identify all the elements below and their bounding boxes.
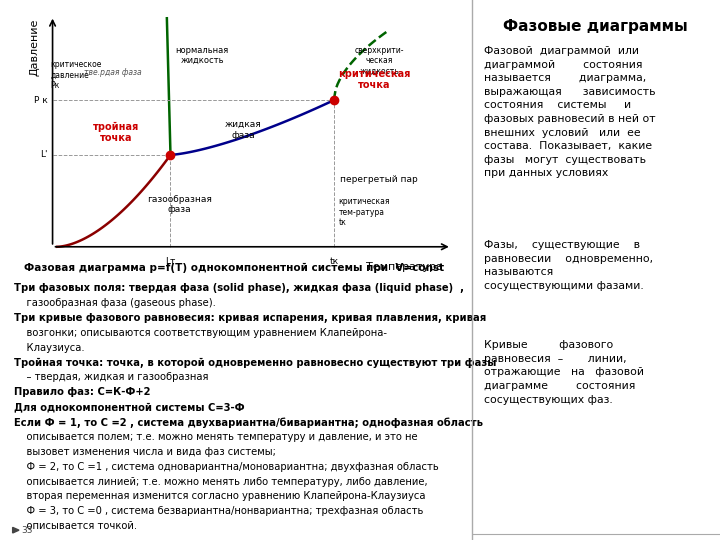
- Text: критическое
давление
Рк: критическое давление Рк: [50, 60, 102, 90]
- Text: Давление: Давление: [30, 18, 40, 76]
- Text: описывается точкой.: описывается точкой.: [14, 521, 137, 531]
- Text: Ф = 3, то С =0 , система безвариантна/нонвариантна; трехфазная область: Ф = 3, то С =0 , система безвариантна/но…: [14, 507, 423, 516]
- Text: вторая переменная изменится согласно уравнению Клапейрона-Клаузиуса: вторая переменная изменится согласно ура…: [14, 491, 426, 502]
- Text: Температура: Температура: [366, 262, 443, 272]
- Text: Правило фаз: С=К-Ф+2: Правило фаз: С=К-Ф+2: [14, 387, 150, 397]
- Polygon shape: [13, 528, 19, 533]
- Text: Lт: Lт: [166, 256, 176, 266]
- Text: сверхкрити-
ческая
жидкость: сверхкрити- ческая жидкость: [354, 45, 404, 76]
- Text: Фазовая диаграмма р=f(Т) однокомпонентной системы при  V=const: Фазовая диаграмма р=f(Т) однокомпонентно…: [24, 264, 444, 273]
- Text: Если Ф = 1, то С =2 , система двухвариантна/бивариантна; однофазная область: Если Ф = 1, то С =2 , система двухвариан…: [14, 417, 483, 428]
- Text: L': L': [40, 150, 48, 159]
- Text: Фазы,    существующие    в
равновесии    одновременно,
называются
сосуществующим: Фазы, существующие в равновесии одноврем…: [484, 240, 653, 291]
- Text: описывается полем; т.е. можно менять температуру и давление, и это не: описывается полем; т.е. можно менять тем…: [14, 432, 418, 442]
- Text: Клаузиуса.: Клаузиуса.: [14, 342, 85, 353]
- Text: tк: tк: [329, 256, 338, 266]
- Text: 33: 33: [22, 525, 33, 535]
- Text: Фазовой  диаграммой  или
диаграммой        состояния
называется        диаграмма: Фазовой диаграммой или диаграммой состоя…: [484, 46, 656, 178]
- Text: тройная
точка: тройная точка: [93, 122, 139, 143]
- Text: возгонки; описываются соответствующим уравнением Клапейрона-: возгонки; описываются соответствующим ур…: [14, 328, 387, 338]
- Text: Тройная точка: точка, в которой одновременно равновесно существуют три фазы: Тройная точка: точка, в которой одноврем…: [14, 357, 496, 368]
- Text: Три кривые фазового равновесия: кривая испарения, кривая плавления, кривая: Три кривые фазового равновесия: кривая и…: [14, 313, 486, 323]
- Text: перегретый пар: перегретый пар: [341, 175, 418, 184]
- Text: Три фазовых поля: твердая фаза (solid phase), жидкая фаза (liquid phase)  ,: Три фазовых поля: твердая фаза (solid ph…: [14, 283, 464, 293]
- Text: вызовет изменения числа и вида фаз системы;: вызовет изменения числа и вида фаз систе…: [14, 447, 276, 457]
- Text: критическая
тем-ратура
tк: критическая тем-ратура tк: [338, 197, 390, 227]
- Text: газообразная фаза (gaseous phase).: газообразная фаза (gaseous phase).: [14, 298, 216, 308]
- Text: газообразная
фаза: газообразная фаза: [147, 195, 212, 214]
- Text: – твердая, жидкая и газообразная: – твердая, жидкая и газообразная: [14, 373, 209, 382]
- Text: Ф = 2, то С =1 , система одновариантна/моновариантна; двухфазная область: Ф = 2, то С =1 , система одновариантна/м…: [14, 462, 438, 471]
- Text: нормальная
жидкость: нормальная жидкость: [176, 46, 229, 65]
- Text: Фазовые диаграммы: Фазовые диаграммы: [503, 19, 688, 34]
- Text: Для однокомпонентной системы С=3-Ф: Для однокомпонентной системы С=3-Ф: [14, 402, 245, 412]
- Text: жидкая
фаза: жидкая фаза: [225, 120, 261, 140]
- Text: тве.рдая фаза: тве.рдая фаза: [84, 69, 142, 77]
- Text: описывается линией; т.е. можно менять либо температуру, либо давление,: описывается линией; т.е. можно менять ли…: [14, 476, 428, 487]
- Text: Р к: Р к: [35, 96, 48, 105]
- Text: Кривые         фазового
равновесия  –       линии,
отражающие   на   фазовой
диа: Кривые фазового равновесия – линии, отра…: [484, 340, 644, 404]
- Text: критическая
точка: критическая точка: [338, 69, 411, 90]
